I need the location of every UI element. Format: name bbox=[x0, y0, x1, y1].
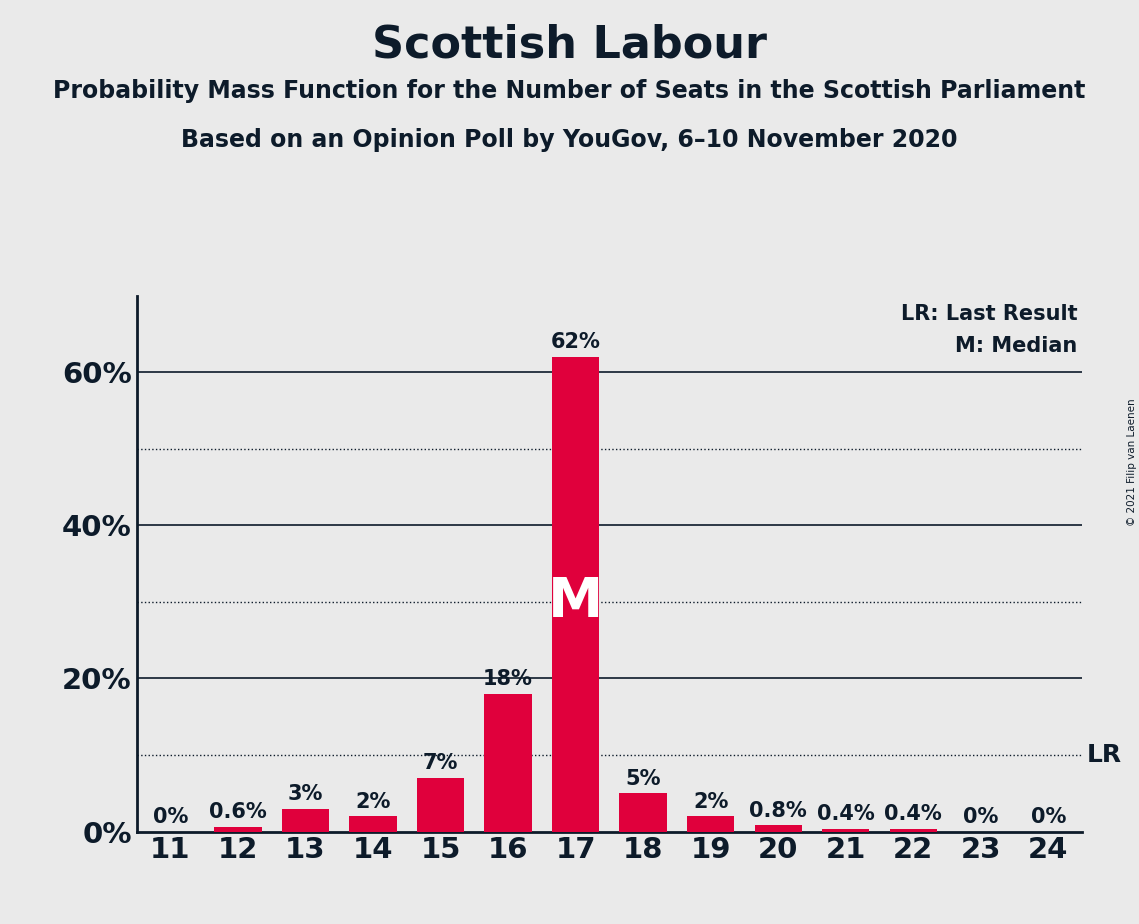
Text: 0%: 0% bbox=[964, 807, 999, 827]
Bar bbox=[890, 829, 937, 832]
Bar bbox=[484, 694, 532, 832]
Text: 0.6%: 0.6% bbox=[210, 802, 267, 822]
Bar bbox=[620, 794, 666, 832]
Text: 0.8%: 0.8% bbox=[749, 801, 808, 821]
Text: Probability Mass Function for the Number of Seats in the Scottish Parliament: Probability Mass Function for the Number… bbox=[54, 79, 1085, 103]
Bar bbox=[281, 808, 329, 832]
Text: Based on an Opinion Poll by YouGov, 6–10 November 2020: Based on an Opinion Poll by YouGov, 6–10… bbox=[181, 128, 958, 152]
Bar bbox=[417, 778, 465, 832]
Text: 62%: 62% bbox=[550, 333, 600, 352]
Bar bbox=[214, 827, 262, 832]
Bar bbox=[754, 825, 802, 832]
Text: 2%: 2% bbox=[355, 792, 391, 811]
Text: 2%: 2% bbox=[693, 792, 728, 811]
Text: 0.4%: 0.4% bbox=[817, 804, 875, 824]
Text: M: Median: M: Median bbox=[956, 336, 1077, 356]
Text: 7%: 7% bbox=[423, 753, 458, 773]
Bar bbox=[552, 357, 599, 832]
Bar bbox=[687, 816, 735, 832]
Text: 0%: 0% bbox=[1031, 807, 1066, 827]
Text: © 2021 Filip van Laenen: © 2021 Filip van Laenen bbox=[1126, 398, 1137, 526]
Text: 0.4%: 0.4% bbox=[884, 804, 942, 824]
Text: M: M bbox=[548, 575, 604, 629]
Bar bbox=[350, 816, 396, 832]
Text: 18%: 18% bbox=[483, 669, 533, 689]
Bar bbox=[822, 829, 869, 832]
Text: 5%: 5% bbox=[625, 769, 661, 789]
Text: 3%: 3% bbox=[288, 784, 323, 804]
Text: LR: LR bbox=[1087, 743, 1122, 767]
Text: 0%: 0% bbox=[153, 807, 188, 827]
Text: LR: Last Result: LR: Last Result bbox=[901, 304, 1077, 323]
Text: Scottish Labour: Scottish Labour bbox=[372, 23, 767, 67]
